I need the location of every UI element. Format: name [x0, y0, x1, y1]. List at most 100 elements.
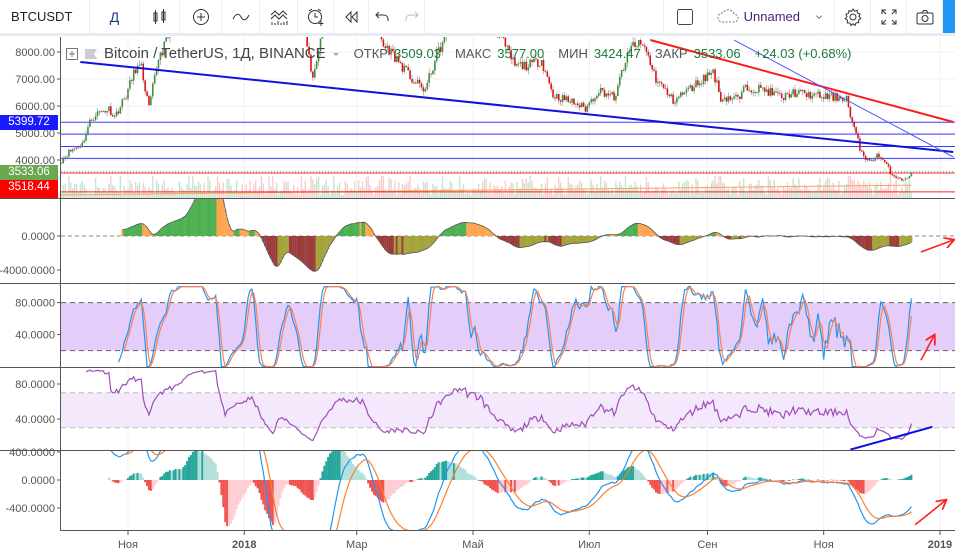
macd-histogram-bar	[199, 452, 202, 480]
camera-icon[interactable]	[907, 0, 943, 33]
candle	[182, 35, 184, 36]
macd-histogram-bar	[264, 480, 267, 511]
candle	[580, 102, 583, 108]
candle	[881, 158, 884, 160]
volume-bar	[100, 192, 103, 198]
volume-bar	[171, 187, 173, 198]
oscillator-bar	[628, 226, 631, 236]
macd-pane[interactable]	[107, 449, 946, 532]
candle	[771, 87, 774, 96]
macd-histogram-bar	[580, 477, 583, 480]
macd-histogram-bar	[660, 480, 663, 494]
candle	[655, 70, 657, 83]
volume-bar	[479, 191, 482, 198]
macd-histogram-bar	[172, 470, 175, 480]
candle	[315, 61, 318, 69]
volume-bar	[413, 189, 415, 198]
price-pane[interactable]	[59, 35, 955, 198]
oscillator-bar	[182, 217, 185, 236]
candle	[807, 92, 810, 97]
volume-bar	[415, 187, 417, 198]
oscillator-bar	[319, 236, 322, 267]
oscillator-bar	[755, 236, 758, 238]
macd-histogram-bar	[643, 476, 646, 480]
replay-icon[interactable]	[334, 0, 369, 33]
chevron-down-icon[interactable]	[332, 50, 340, 58]
candle	[331, 35, 333, 36]
layout-name-button[interactable]: Unnamed	[708, 0, 835, 33]
macd-histogram-bar	[113, 480, 116, 483]
oscillator-pane[interactable]	[61, 197, 955, 272]
candle	[609, 94, 612, 96]
candle	[603, 89, 606, 97]
macd-histogram-bar	[128, 476, 131, 480]
indicator-templates-icon[interactable]	[260, 0, 298, 33]
macd-histogram-bar	[553, 480, 556, 487]
macd-histogram-bar	[273, 480, 276, 523]
candle	[681, 92, 684, 95]
candle	[375, 35, 377, 36]
undo-icon[interactable]	[369, 0, 397, 33]
oscillator-bar	[248, 230, 251, 236]
macd-histogram-bar	[260, 480, 263, 500]
macd-histogram-bar	[790, 480, 793, 481]
macd-histogram-bar	[351, 464, 354, 480]
flag-icon[interactable]	[84, 48, 98, 60]
volume-bar	[546, 177, 549, 198]
macd-histogram-bar	[881, 478, 884, 480]
oscillator-bar	[710, 233, 713, 236]
candle	[369, 35, 371, 36]
expand-legend-icon[interactable]	[66, 47, 78, 60]
candle	[339, 35, 341, 36]
publish-button[interactable]	[943, 0, 955, 33]
chevron-down-icon[interactable]	[812, 7, 826, 27]
candles-icon[interactable]	[140, 0, 180, 33]
alert-clock-icon[interactable]	[298, 0, 334, 33]
volume-bar	[457, 192, 459, 198]
add-compare-icon[interactable]	[180, 0, 222, 33]
macd-histogram-bar	[193, 451, 196, 480]
stoch-rsi-pane[interactable]	[61, 284, 955, 367]
redo-icon[interactable]	[397, 0, 425, 33]
interval-button[interactable]: Д	[90, 0, 140, 33]
gear-icon[interactable]	[835, 0, 871, 33]
symbol-search-button[interactable]: BTCUSDT	[0, 0, 90, 33]
volume-bar	[567, 177, 569, 198]
volume-bar	[117, 191, 120, 198]
macd-histogram-bar	[694, 474, 697, 480]
macd-histogram-bar	[308, 480, 311, 499]
candle	[824, 93, 827, 99]
macd-histogram-bar	[462, 468, 465, 480]
macd-histogram-bar	[506, 480, 509, 492]
oscillator-bar	[243, 229, 246, 236]
candle	[901, 178, 903, 181]
volume-bar	[666, 192, 669, 198]
candle	[486, 35, 488, 36]
oscillator-bar	[250, 230, 253, 236]
oscillator-bar	[578, 236, 581, 244]
candle	[474, 35, 476, 36]
candle	[428, 73, 430, 83]
macd-histogram-bar	[191, 451, 194, 480]
oscillator-bar	[127, 228, 129, 236]
layout-square-icon[interactable]	[664, 0, 708, 33]
volume-bar	[552, 194, 554, 198]
macd-histogram-bar	[397, 480, 400, 489]
oscillator-bar	[388, 236, 391, 254]
oscillator-bar	[155, 233, 158, 236]
macd-histogram-bar	[329, 453, 332, 480]
macd-histogram-bar	[323, 465, 326, 480]
macd-histogram-bar	[271, 480, 274, 526]
rsi-pane[interactable]	[61, 369, 955, 450]
oscillator-bar	[266, 236, 269, 251]
macd-histogram-bar	[456, 465, 459, 480]
candle	[910, 172, 913, 176]
volume-bar	[683, 182, 686, 198]
macd-histogram-bar	[883, 478, 886, 480]
macd-histogram-bar	[641, 474, 644, 480]
indicators-wave-icon[interactable]	[222, 0, 260, 33]
oscillator-bar	[454, 224, 457, 236]
fullscreen-icon[interactable]	[871, 0, 907, 33]
oscillator-bar	[176, 220, 179, 236]
